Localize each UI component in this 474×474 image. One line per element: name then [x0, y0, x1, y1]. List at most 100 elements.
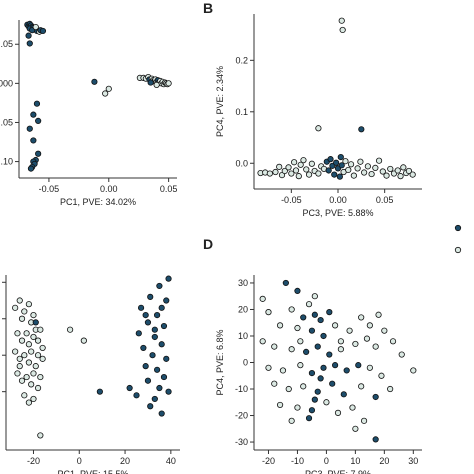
data-point-light — [375, 157, 383, 164]
data-point-dark — [336, 173, 343, 180]
data-point-dark — [308, 370, 316, 377]
data-point-light — [18, 377, 26, 384]
data-point-light — [25, 399, 32, 406]
data-point-dark — [96, 388, 103, 395]
data-point-light — [379, 168, 386, 175]
data-point-dark — [308, 407, 316, 414]
data-point-dark — [140, 344, 147, 352]
data-point-light — [272, 168, 279, 176]
data-point-dark — [144, 377, 152, 384]
data-point-light — [34, 352, 42, 359]
data-point-light — [259, 338, 266, 345]
data-point-dark — [160, 322, 168, 330]
data-point-light — [349, 404, 356, 411]
panel-a: -0.05 0.00 0.05 .05 000 .05 .10 PC1, PVE: 34.02… — [0, 20, 177, 207]
data-point-dark — [282, 279, 289, 287]
data-point-dark — [372, 393, 379, 401]
data-point-light — [300, 383, 307, 390]
legend-marker-dark — [454, 224, 462, 232]
x-tick-label: 0.05 — [376, 195, 394, 205]
data-point-light — [39, 355, 46, 362]
data-point-dark — [320, 364, 327, 371]
data-point-light — [381, 327, 388, 334]
x-tick-label: -0.05 — [281, 195, 302, 205]
data-point-dark — [147, 79, 154, 86]
data-point-dark — [154, 312, 161, 319]
data-point-light — [372, 343, 379, 350]
data-point-light — [39, 344, 46, 352]
data-point-dark — [314, 343, 321, 350]
data-point-dark — [27, 165, 35, 172]
data-point-light — [288, 346, 295, 353]
panel-label: B — [203, 0, 213, 16]
data-point-dark — [135, 330, 142, 337]
data-point-light — [14, 370, 21, 377]
data-point-light — [389, 338, 397, 345]
data-point-dark — [308, 327, 316, 334]
y-tick-label: -30 — [235, 437, 248, 447]
data-point-light — [28, 381, 35, 388]
data-point-light — [259, 295, 266, 302]
data-point-light — [25, 341, 32, 348]
data-point-light — [30, 312, 37, 319]
data-point-light — [37, 432, 44, 439]
data-point-light — [366, 322, 373, 329]
data-point-light — [105, 85, 112, 92]
x-tick-label: 10 — [350, 456, 360, 466]
data-point-dark — [154, 366, 161, 373]
data-point-light — [278, 172, 286, 179]
y-tick-label: 0.2 — [235, 55, 248, 65]
data-point-light — [276, 322, 284, 329]
data-point-light — [30, 370, 37, 377]
data-point-light — [294, 324, 301, 332]
y-tick-label: .10 — [0, 157, 13, 167]
x-axis-title: PC3, PVE: 7.9% — [305, 469, 371, 474]
data-point-light — [375, 311, 382, 318]
data-point-light — [32, 23, 39, 31]
data-point-light — [266, 170, 273, 177]
data-point-light — [398, 351, 405, 358]
data-point-dark — [151, 395, 158, 403]
data-point-dark — [33, 100, 41, 107]
data-point-dark — [163, 297, 170, 304]
data-point-dark — [39, 27, 47, 35]
data-point-light — [303, 166, 310, 173]
data-point-light — [32, 363, 39, 370]
data-point-light — [34, 337, 42, 344]
data-point-light — [409, 171, 416, 178]
data-point-dark — [358, 126, 365, 133]
data-point-dark — [305, 415, 313, 422]
data-point-light — [378, 372, 385, 379]
data-point-dark — [163, 355, 170, 362]
data-point-light — [383, 172, 390, 179]
data-point-light — [347, 161, 355, 168]
data-point-light — [360, 417, 368, 424]
data-point-dark — [160, 373, 168, 381]
data-point-dark — [325, 167, 332, 174]
data-point-light — [315, 125, 322, 132]
data-point-dark — [303, 348, 310, 355]
data-point-light — [102, 90, 109, 97]
x-tick-label: 30 — [408, 456, 418, 466]
data-point-dark — [311, 311, 318, 318]
data-point-dark — [158, 341, 165, 348]
legend-marker-light — [454, 246, 462, 254]
data-point-light — [288, 417, 295, 424]
data-point-light — [354, 165, 361, 172]
y-tick-label: 10 — [238, 331, 248, 341]
data-point-dark — [337, 153, 344, 161]
data-point-dark — [340, 391, 347, 398]
x-tick-label: -20 — [27, 456, 40, 466]
data-point-light — [34, 384, 42, 392]
data-point-light — [332, 322, 339, 329]
y-tick-label: 0.1 — [235, 107, 248, 117]
y-axis-title: PC4, PVE: 6.8% — [215, 329, 225, 395]
data-point-dark — [355, 362, 362, 369]
data-point-light — [265, 309, 272, 316]
y-tick-label: 0.0 — [235, 158, 248, 168]
data-point-dark — [317, 375, 324, 382]
data-point-light — [405, 167, 413, 175]
data-point-light — [16, 355, 23, 362]
data-point-light — [295, 173, 302, 180]
